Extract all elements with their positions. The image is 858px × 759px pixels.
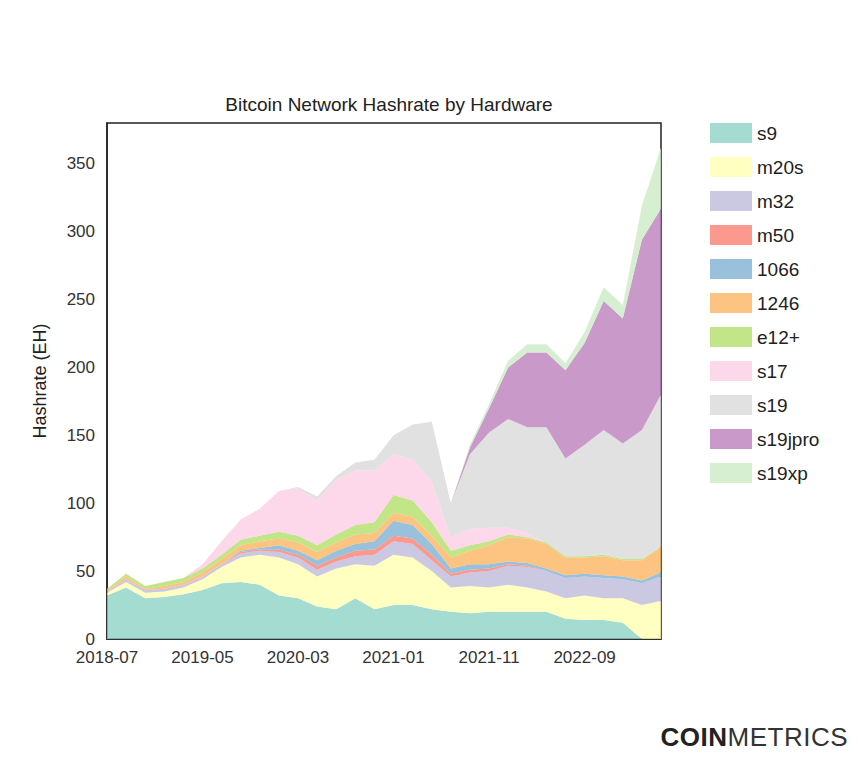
- svg-text:m50: m50: [757, 225, 794, 246]
- svg-text:e12+: e12+: [757, 327, 800, 348]
- svg-text:250: 250: [67, 290, 95, 309]
- svg-text:2020-03: 2020-03: [267, 648, 329, 667]
- svg-text:2019-05: 2019-05: [171, 648, 233, 667]
- svg-text:2021-01: 2021-01: [362, 648, 424, 667]
- svg-text:150: 150: [67, 426, 95, 445]
- svg-text:200: 200: [67, 358, 95, 377]
- svg-text:Bitcoin Network Hashrate by Ha: Bitcoin Network Hashrate by Hardware: [225, 94, 552, 115]
- svg-text:300: 300: [67, 222, 95, 241]
- svg-text:1066: 1066: [757, 259, 799, 280]
- svg-text:350: 350: [67, 154, 95, 173]
- svg-text:Hashrate (EH): Hashrate (EH): [30, 323, 50, 438]
- svg-text:50: 50: [76, 562, 95, 581]
- svg-text:2022-09: 2022-09: [553, 648, 615, 667]
- svg-text:2018-07: 2018-07: [76, 648, 138, 667]
- html-text:COIN METRICS: COIN METRICS: [660, 722, 848, 752]
- svg-text:s19jpro: s19jpro: [757, 429, 819, 450]
- svg-text:2021-11: 2021-11: [458, 648, 519, 667]
- svg-text:100: 100: [67, 494, 95, 513]
- svg-text:s17: s17: [757, 361, 788, 382]
- svg-text:m32: m32: [757, 191, 794, 212]
- svg-text:0: 0: [86, 630, 95, 649]
- svg-text:1246: 1246: [757, 293, 799, 314]
- svg-text:m20s: m20s: [757, 157, 803, 178]
- svg-text:s19: s19: [757, 395, 788, 416]
- svg-text:s19xp: s19xp: [757, 463, 808, 484]
- svg-text:s9: s9: [757, 123, 777, 144]
- html-text:FIG 6: Bitcoin Network Hashrat: FIG 6: Bitcoin Network Hashrate by Hardw…: [230, 16, 628, 35]
